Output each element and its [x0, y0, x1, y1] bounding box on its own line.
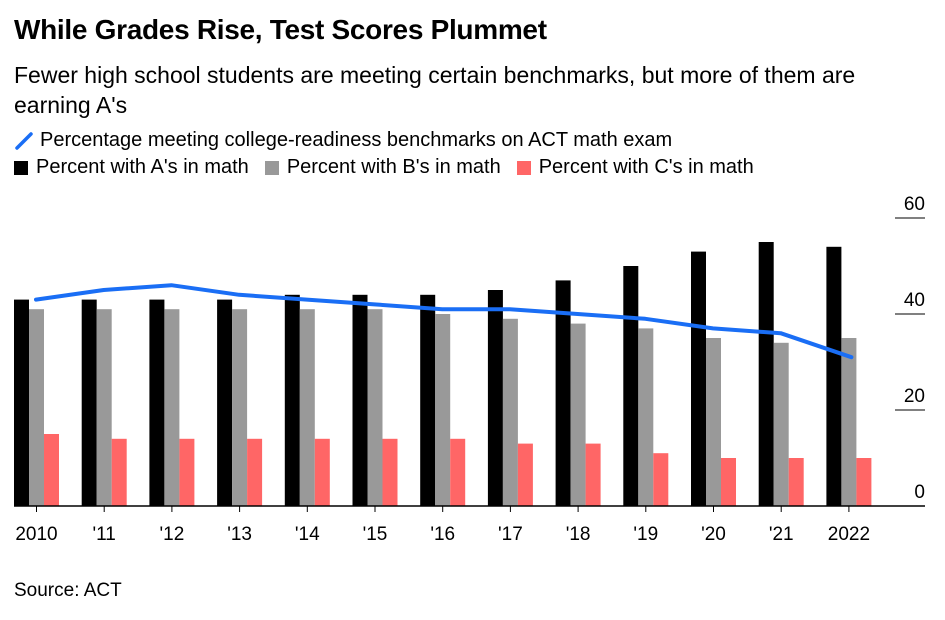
bar-c-2: [179, 438, 195, 506]
bar-b-2: [164, 309, 180, 506]
legend-bar-row: Percent with A's in math Percent with B'…: [14, 156, 770, 179]
x-tick-label: '17: [498, 524, 523, 545]
line-legend-icon: [15, 131, 33, 150]
bar-a-7: [487, 290, 503, 506]
bar-b-7: [502, 318, 518, 506]
bar-a-5: [352, 294, 368, 506]
x-tick-label: 2010: [15, 524, 57, 545]
bar-a-3: [217, 299, 233, 506]
bar-c-4: [314, 438, 330, 506]
bar-b-5: [367, 309, 383, 506]
legend-line-label: Percentage meeting college-readiness ben…: [40, 129, 673, 151]
bar-c-9: [653, 453, 669, 506]
bar-c-8: [585, 443, 601, 506]
chart-title: While Grades Rise, Test Scores Plummet: [14, 14, 547, 45]
legend-line-row: Percentage meeting college-readiness ben…: [14, 129, 672, 152]
legend-label-a: Percent with A's in math: [36, 156, 249, 178]
legend-swatch-b: [264, 160, 279, 175]
bar-a-8: [555, 280, 571, 506]
bar-b-8: [570, 323, 586, 506]
y-tick-label: 20: [904, 386, 925, 407]
legend-item-c: Percent with C's in math: [516, 156, 754, 179]
bar-b-9: [638, 328, 654, 506]
y-tick-label: 60: [904, 194, 925, 215]
bar-c-7: [517, 443, 533, 506]
x-tick-label: '15: [363, 524, 388, 545]
legend-swatch-c: [516, 160, 531, 175]
bar-b-10: [706, 338, 721, 506]
x-tick-label: '11: [93, 524, 116, 545]
bar-c-10: [721, 458, 736, 506]
x-tick-label: 2022: [828, 524, 870, 545]
bar-b-0: [29, 309, 44, 506]
bar-c-6: [450, 438, 466, 506]
x-tick-label: '21: [769, 524, 794, 545]
bar-b-4: [299, 309, 315, 506]
y-tick-label: 40: [904, 290, 925, 311]
bar-b-1: [96, 309, 112, 506]
legend-label-c: Percent with C's in math: [538, 156, 754, 178]
y-tick-label: 0: [914, 482, 925, 503]
bar-a-1: [81, 299, 97, 506]
source-note: Source: ACT: [14, 580, 122, 601]
bar-c-3: [247, 438, 263, 506]
bar-a-12: [826, 246, 842, 507]
bar-b-12: [841, 338, 857, 506]
bar-c-1: [111, 438, 127, 506]
bar-a-0: [14, 299, 29, 506]
bar-c-5: [382, 438, 398, 506]
bar-a-10: [691, 251, 706, 506]
legend-label-b: Percent with B's in math: [286, 156, 501, 178]
bar-c-11: [788, 458, 804, 506]
bar-b-6: [435, 314, 451, 506]
bar-b-11: [773, 342, 789, 506]
bar-a-9: [623, 266, 639, 506]
x-tick-label: '19: [633, 524, 658, 545]
x-tick-label: '13: [227, 524, 252, 545]
x-tick-label: '12: [160, 524, 185, 545]
x-tick-label: '20: [701, 524, 726, 545]
x-tick-label: '16: [430, 524, 455, 545]
legend-item-a: Percent with A's in math: [14, 156, 249, 179]
bar-b-3: [232, 309, 248, 506]
bar-c-12: [856, 458, 872, 506]
bar-a-6: [420, 294, 436, 506]
bar-a-4: [284, 294, 300, 506]
bar-c-0: [44, 434, 59, 506]
legend-item-b: Percent with B's in math: [264, 156, 501, 179]
bar-a-11: [758, 242, 774, 506]
chart-subtitle: Fewer high school students are meeting c…: [14, 62, 856, 118]
x-tick-label: '18: [566, 524, 591, 545]
bar-a-2: [149, 299, 165, 506]
legend-swatch-a: [14, 160, 28, 175]
x-tick-label: '14: [295, 524, 320, 545]
